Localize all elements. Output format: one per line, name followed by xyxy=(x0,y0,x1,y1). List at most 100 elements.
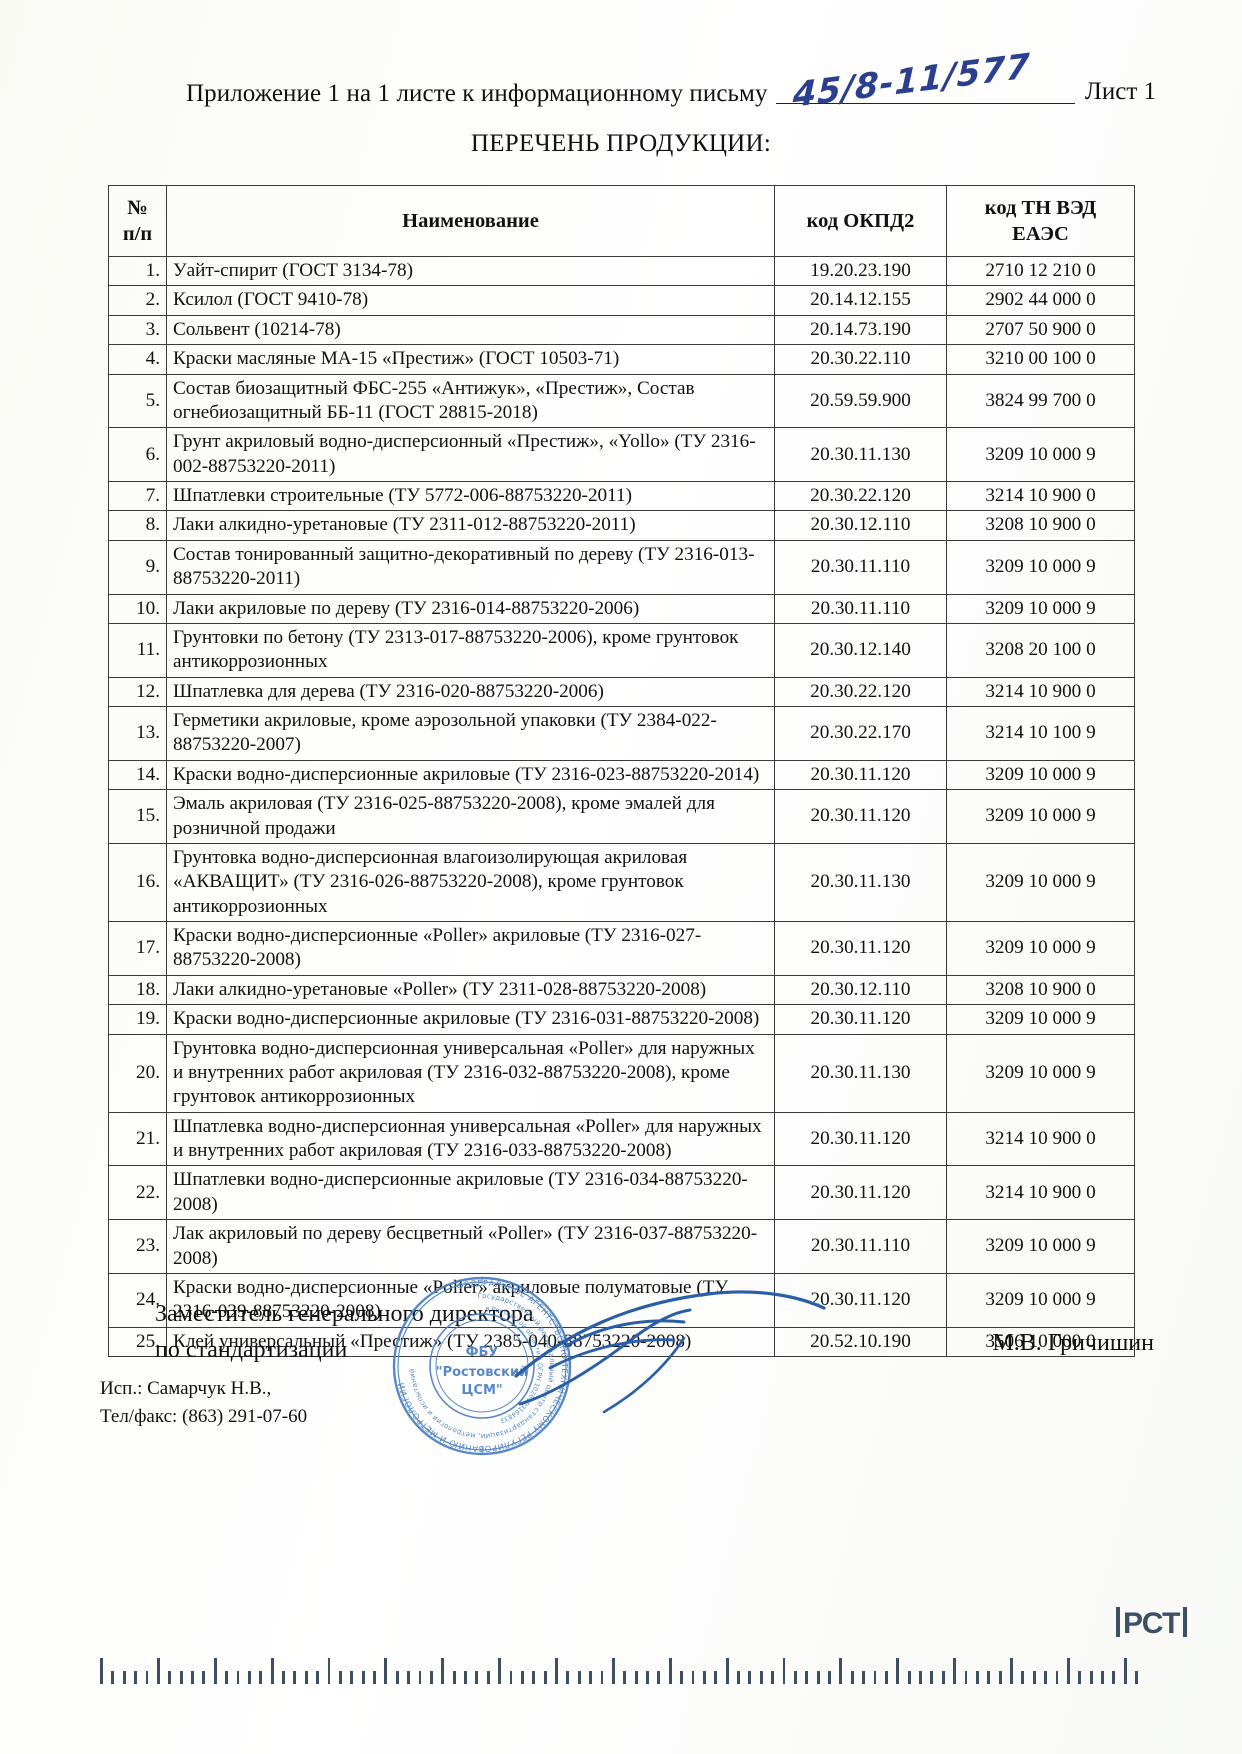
ruler-tick xyxy=(646,1671,649,1684)
rst-bar-left xyxy=(1115,1607,1120,1637)
ruler-tick xyxy=(748,1671,752,1684)
cell-tnved: 3210 00 100 0 xyxy=(946,344,1135,375)
ruler-tick xyxy=(964,1671,968,1684)
cell-tnved: 3209 10 000 9 xyxy=(946,1033,1135,1113)
ruler-tick xyxy=(225,1671,229,1684)
ruler-tick xyxy=(771,1671,775,1684)
ruler-tick xyxy=(350,1671,354,1684)
cell-name: Уайт-спирит (ГОСТ 3134-78) xyxy=(166,256,775,287)
ruler-tick xyxy=(589,1671,593,1684)
ruler-tick xyxy=(543,1671,547,1684)
ruler-tick xyxy=(475,1671,479,1684)
ruler-tick xyxy=(668,1658,672,1684)
cell-name: Грунтовки по бетону (ТУ 2313-017-8875322… xyxy=(166,622,775,678)
cell-tnved: 2902 44 000 0 xyxy=(946,285,1135,316)
cell-okpd: 20.30.22.120 xyxy=(774,676,947,708)
ruler-tick xyxy=(919,1671,922,1684)
ruler-tick xyxy=(111,1671,115,1684)
signer-position: Заместитель генерального директора по ст… xyxy=(155,1296,534,1369)
executor-line: Исп.: Самарчук Н.В., xyxy=(100,1378,272,1399)
ruler-tick xyxy=(441,1658,445,1684)
cell-okpd: 20.30.12.110 xyxy=(774,974,947,1006)
table-row: 11. Грунтовки по бетону (ТУ 2313-017-8875… xyxy=(108,622,1135,678)
cell-tnved: 3209 10 000 9 xyxy=(946,539,1135,595)
cell-number: 12. xyxy=(108,676,167,708)
ruler-tick xyxy=(361,1671,365,1684)
ruler-tick xyxy=(1032,1671,1036,1684)
cell-number: 23. xyxy=(108,1219,167,1274)
cell-tnved: 3209 10 000 9 xyxy=(946,789,1135,844)
ruler-tick xyxy=(304,1671,308,1684)
cell-tnved: 3209 10 000 9 xyxy=(946,1272,1135,1328)
table-row: 18. Лаки алкидно-уретановые «Poller» (ТУ … xyxy=(108,974,1135,1006)
ruler-tick xyxy=(191,1671,194,1684)
ruler-tick xyxy=(691,1671,695,1684)
cell-okpd: 20.30.22.120 xyxy=(774,481,947,512)
svg-text:"Ростовский: "Ростовский xyxy=(436,1365,528,1380)
cell-tnved: 3209 10 000 9 xyxy=(946,759,1135,791)
cell-tnved: 3214 10 900 0 xyxy=(946,676,1135,708)
column-header-okpd: код ОКПД2 xyxy=(774,184,947,258)
cell-tnved: 3214 10 900 0 xyxy=(946,1165,1135,1221)
table-row: 14. Краски водно-дисперсионные акриловые … xyxy=(108,759,1135,791)
sheet-label: Лист 1 xyxy=(1084,78,1156,105)
ruler-tick xyxy=(384,1658,388,1684)
cell-number: 14. xyxy=(108,759,167,791)
ruler-tick xyxy=(509,1671,513,1684)
ruler-tick xyxy=(873,1671,877,1684)
ruler-tick xyxy=(259,1671,263,1684)
cell-okpd: 20.30.11.130 xyxy=(774,842,947,923)
ruler-tick xyxy=(941,1671,945,1684)
cell-okpd: 20.14.73.190 xyxy=(774,314,947,346)
ruler-tick xyxy=(759,1671,763,1684)
ruler-tick xyxy=(577,1671,581,1684)
cell-name: Грунт акриловый водно-дисперсионный «Пре… xyxy=(166,427,775,483)
table-row: 2. Ксилол (ГОСТ 9410-78) 20.14.12.155 2902 … xyxy=(108,285,1135,316)
column-header-number-line2: п/п xyxy=(122,223,153,246)
cell-name: Лаки акриловые по дереву (ТУ 2316-014-88… xyxy=(166,593,775,624)
cell-tnved: 2707 50 900 0 xyxy=(946,314,1135,346)
cell-name: Краски масляные МА-15 «Престиж» (ГОСТ 10… xyxy=(166,344,775,375)
ruler-tick xyxy=(498,1658,502,1684)
cell-okpd: 20.30.11.110 xyxy=(774,1219,947,1274)
cell-name: Краски водно-дисперсионные «Poller» акри… xyxy=(166,921,775,976)
table-row: 5. Состав биозащитный ФБС-255 «Антижук», … xyxy=(108,373,1135,429)
cell-number: 4. xyxy=(108,344,167,375)
cell-okpd: 20.30.12.110 xyxy=(774,510,947,541)
cell-okpd: 20.30.22.110 xyxy=(774,344,947,375)
ruler-tick xyxy=(555,1658,558,1684)
column-header-number: № п/п xyxy=(108,184,167,258)
table-row: 15. Эмаль акриловая (ТУ 2316-025-88753220… xyxy=(108,789,1135,844)
ruler-tick xyxy=(179,1671,183,1684)
cell-number: 10. xyxy=(108,593,167,624)
ruler-tick xyxy=(1078,1671,1082,1684)
ruler-tick xyxy=(1055,1671,1059,1684)
table-row: 22. Шпатлевки водно-дисперсионные акрилов… xyxy=(108,1165,1135,1221)
cell-tnved: 3209 10 000 9 xyxy=(946,427,1135,483)
cell-tnved: 3209 10 000 9 xyxy=(946,593,1135,624)
cell-tnved: 3209 10 000 9 xyxy=(946,1004,1135,1035)
ruler-tick xyxy=(828,1671,831,1684)
ruler-tick xyxy=(532,1671,536,1684)
cell-number: 22. xyxy=(108,1165,167,1221)
ruler-tick xyxy=(987,1671,991,1684)
cell-tnved: 3824 99 700 0 xyxy=(946,373,1135,429)
cell-tnved: 3214 10 900 0 xyxy=(946,1111,1135,1167)
table-row: 13. Герметики акриловые, кроме аэрозольно… xyxy=(108,706,1135,761)
table-row: 17. Краски водно-дисперсионные «Poller» а… xyxy=(108,921,1135,976)
table-row: 6. Грунт акриловый водно-дисперсионный «П… xyxy=(108,427,1135,483)
cell-number: 8. xyxy=(108,510,167,541)
cell-number: 5. xyxy=(108,373,167,429)
table-row: 10. Лаки акриловые по дереву (ТУ 2316-014… xyxy=(108,593,1135,624)
ruler-tick xyxy=(202,1671,206,1684)
ruler-tick xyxy=(611,1658,615,1684)
cell-tnved: 3214 10 900 0 xyxy=(946,481,1135,512)
signer-position-line1: Заместитель генерального директора xyxy=(155,1301,534,1327)
ruler-tick xyxy=(452,1671,456,1684)
ruler-tick xyxy=(884,1671,888,1684)
cell-number: 6. xyxy=(108,427,167,483)
ruler-tick xyxy=(953,1658,957,1684)
cell-number: 24. xyxy=(108,1272,167,1328)
cell-number: 9. xyxy=(108,539,167,595)
